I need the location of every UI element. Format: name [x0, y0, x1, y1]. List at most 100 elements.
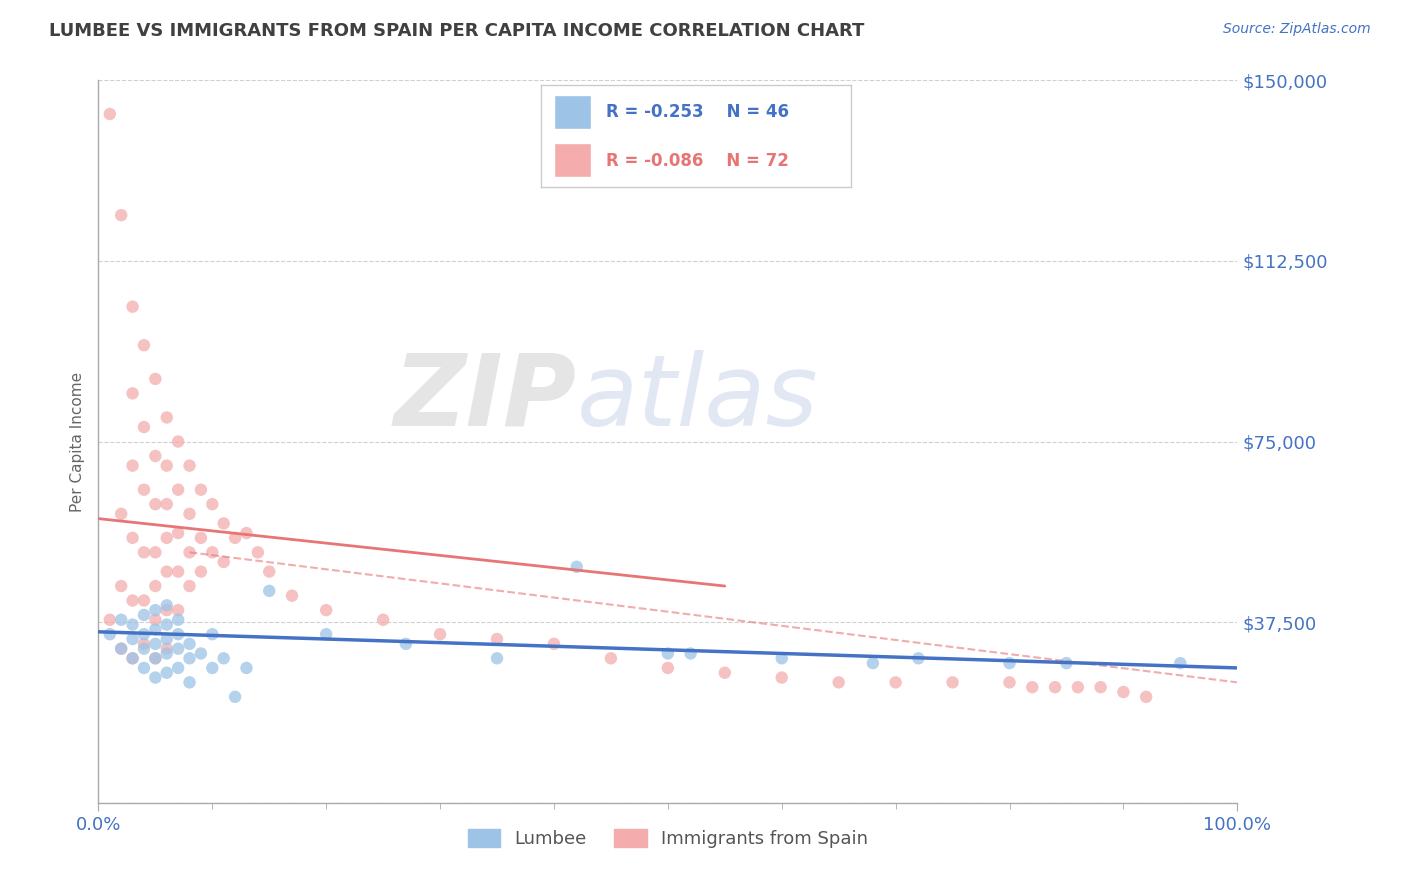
Point: [132, 641, 155, 656]
Point: [110, 641, 132, 656]
Point: [121, 651, 143, 665]
Point: [121, 531, 143, 545]
Point: [132, 338, 155, 352]
Point: [167, 565, 190, 579]
Text: R = -0.253    N = 46: R = -0.253 N = 46: [606, 103, 789, 121]
Point: [1135, 690, 1157, 704]
Point: [212, 651, 235, 665]
Point: [145, 651, 167, 665]
Text: LUMBEE VS IMMIGRANTS FROM SPAIN PER CAPITA INCOME CORRELATION CHART: LUMBEE VS IMMIGRANTS FROM SPAIN PER CAPI…: [49, 22, 865, 40]
Point: [998, 675, 1021, 690]
Point: [167, 613, 190, 627]
Text: Source: ZipAtlas.com: Source: ZipAtlas.com: [1223, 22, 1371, 37]
Point: [657, 647, 679, 661]
Point: [167, 483, 190, 497]
Point: [145, 579, 167, 593]
Point: [770, 651, 793, 665]
Point: [156, 632, 179, 646]
Point: [145, 603, 167, 617]
Point: [156, 565, 179, 579]
Point: [156, 599, 179, 613]
Point: [179, 651, 201, 665]
Point: [132, 420, 155, 434]
Point: [156, 665, 179, 680]
Point: [1170, 656, 1192, 670]
Point: [179, 579, 201, 593]
Point: [259, 565, 281, 579]
Point: [179, 637, 201, 651]
Point: [156, 641, 179, 656]
Point: [429, 627, 451, 641]
Point: [167, 526, 190, 541]
Point: [145, 623, 167, 637]
Point: [1021, 680, 1043, 694]
Point: [132, 627, 155, 641]
Point: [201, 661, 224, 675]
Point: [1067, 680, 1090, 694]
Point: [235, 661, 257, 675]
Point: [167, 603, 190, 617]
Point: [156, 603, 179, 617]
Point: [145, 449, 167, 463]
Point: [1112, 685, 1135, 699]
Point: [121, 458, 143, 473]
Text: R = -0.086    N = 72: R = -0.086 N = 72: [606, 152, 789, 169]
Point: [770, 671, 793, 685]
Point: [486, 632, 509, 646]
Point: [201, 627, 224, 641]
Point: [132, 545, 155, 559]
Point: [121, 300, 143, 314]
Point: [246, 545, 269, 559]
Point: [156, 410, 179, 425]
Point: [110, 579, 132, 593]
Point: [110, 641, 132, 656]
Point: [224, 531, 246, 545]
Point: [145, 497, 167, 511]
Point: [862, 656, 884, 670]
Point: [714, 665, 737, 680]
Point: [224, 690, 246, 704]
Point: [110, 208, 132, 222]
Point: [167, 641, 190, 656]
Point: [145, 637, 167, 651]
Point: [132, 593, 155, 607]
Point: [315, 627, 337, 641]
Point: [156, 647, 179, 661]
Point: [156, 497, 179, 511]
Point: [156, 458, 179, 473]
FancyBboxPatch shape: [554, 144, 591, 177]
Point: [167, 627, 190, 641]
Point: [156, 617, 179, 632]
Point: [657, 661, 679, 675]
Point: [132, 483, 155, 497]
Point: [942, 675, 965, 690]
Point: [190, 483, 212, 497]
Point: [235, 526, 257, 541]
Point: [121, 593, 143, 607]
Point: [132, 661, 155, 675]
Point: [1054, 656, 1078, 670]
Point: [121, 651, 143, 665]
Point: [179, 458, 201, 473]
Point: [907, 651, 929, 665]
Point: [145, 651, 167, 665]
Point: [145, 545, 167, 559]
Point: [145, 671, 167, 685]
Point: [201, 497, 224, 511]
Text: ZIP: ZIP: [394, 350, 576, 447]
Point: [543, 637, 565, 651]
Point: [121, 617, 143, 632]
Point: [110, 613, 132, 627]
Point: [190, 647, 212, 661]
Point: [259, 583, 281, 598]
Point: [600, 651, 623, 665]
Point: [156, 531, 179, 545]
Point: [121, 632, 143, 646]
Point: [486, 651, 509, 665]
Point: [1090, 680, 1112, 694]
Point: [98, 613, 121, 627]
Y-axis label: Per Capita Income: Per Capita Income: [69, 371, 84, 512]
Text: atlas: atlas: [576, 350, 818, 447]
Point: [212, 516, 235, 531]
Point: [167, 661, 190, 675]
